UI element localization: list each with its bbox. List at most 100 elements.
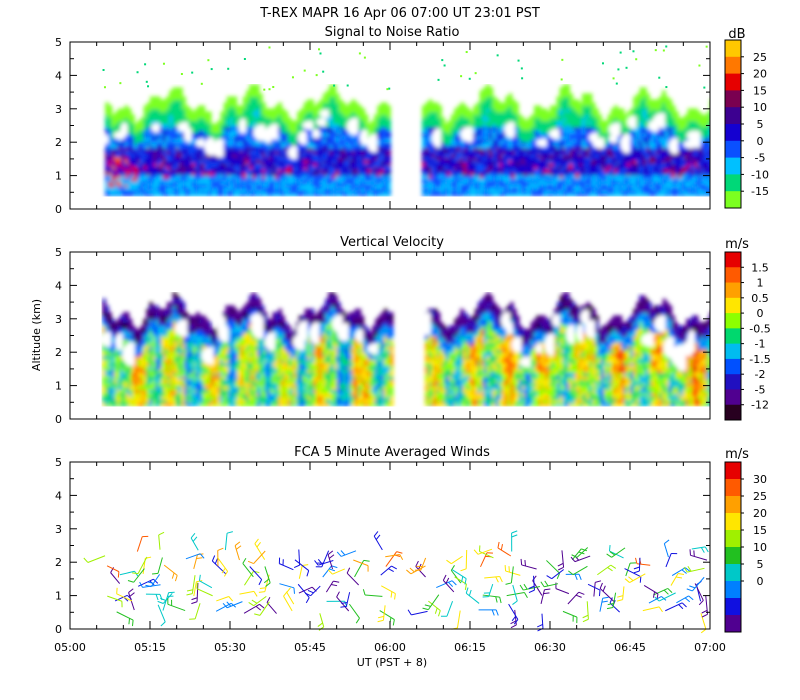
- snr-cell: [486, 156, 490, 161]
- snr-cell: [546, 153, 551, 158]
- snr-cell: [594, 114, 599, 119]
- snr-cell: [150, 171, 154, 176]
- snr-cell: [316, 114, 321, 119]
- snr-cell: [466, 165, 471, 170]
- snr-cell: [233, 165, 238, 170]
- snr-cell: [550, 174, 554, 179]
- snr-cell: [358, 168, 362, 173]
- snr-cell: [582, 111, 586, 116]
- snr-cell: [633, 132, 638, 137]
- snr-cell: [198, 183, 202, 188]
- snr-cell: [338, 141, 343, 146]
- snr-cell: [169, 159, 174, 164]
- snr-cell: [246, 135, 250, 140]
- snr-cell: [351, 99, 356, 104]
- snr-cell: [281, 192, 286, 197]
- snr-cell: [329, 102, 334, 107]
- snr-cell: [588, 123, 593, 128]
- snr-cell: [473, 192, 478, 197]
- snr-cell: [191, 150, 196, 155]
- snr-cell: [210, 168, 215, 173]
- snr-cell: [559, 171, 564, 176]
- snr-cell: [569, 189, 574, 194]
- snr-cell: [188, 186, 193, 191]
- snr-cell: [271, 192, 276, 197]
- snr-cell: [530, 177, 535, 182]
- snr-cell: [242, 168, 247, 173]
- snr-cell: [278, 159, 282, 164]
- snr-cell: [367, 168, 372, 173]
- snr-cell: [198, 168, 202, 173]
- snr-cell: [498, 129, 503, 134]
- snr-cell: [463, 186, 468, 191]
- snr-cell: [607, 159, 612, 164]
- snr-cell: [508, 102, 513, 107]
- snr-cell: [118, 147, 122, 152]
- snr-cell: [582, 117, 586, 122]
- snr-cell: [249, 105, 254, 110]
- snr-cell: [498, 174, 503, 179]
- snr-cell: [534, 111, 538, 116]
- snr-cell: [431, 174, 436, 179]
- snr-cell: [313, 189, 318, 194]
- snr-cell: [326, 150, 330, 155]
- snr-cell: [169, 111, 174, 116]
- snr-cell: [486, 102, 490, 107]
- snr-cell: [518, 144, 522, 149]
- snr-cell: [492, 135, 497, 140]
- snr-cell: [444, 186, 449, 191]
- snr-cell: [143, 114, 148, 119]
- snr-cell: [649, 165, 654, 170]
- snr-cell: [434, 108, 439, 113]
- snr-cell: [649, 117, 654, 122]
- snr-cell: [470, 192, 474, 197]
- snr-cell: [614, 144, 618, 149]
- snr-cell: [598, 159, 602, 164]
- snr-cell: [614, 156, 618, 161]
- snr-cell: [166, 180, 170, 185]
- snr-cell: [246, 189, 250, 194]
- snr-cell: [303, 159, 308, 164]
- snr-cell: [150, 111, 154, 116]
- snr-cell: [249, 171, 254, 176]
- snr-cell: [569, 129, 574, 134]
- snr-cell: [434, 111, 439, 116]
- snr-cell: [582, 162, 586, 167]
- snr-cell: [441, 120, 446, 125]
- snr-cell: [175, 120, 180, 125]
- snr-cell: [319, 177, 324, 182]
- snr-cell: [559, 165, 564, 170]
- snr-cell: [194, 156, 199, 161]
- snr-cell: [550, 159, 554, 164]
- snr-cell: [124, 141, 129, 146]
- snr-cell: [338, 159, 343, 164]
- snr-cell: [482, 183, 487, 188]
- snr-cell: [482, 174, 487, 179]
- snr-cell: [652, 156, 657, 161]
- snr-cell: [166, 165, 170, 170]
- snr-cell: [294, 165, 298, 170]
- snr-cell: [111, 123, 116, 128]
- snr-cell: [230, 132, 234, 137]
- snr-cell: [143, 183, 148, 188]
- snr-cell: [566, 168, 570, 173]
- snr-cell: [316, 183, 321, 188]
- snr-cell: [646, 162, 650, 167]
- snr-cell: [601, 132, 606, 137]
- snr-cell: [367, 129, 372, 134]
- snr-cell: [466, 147, 471, 152]
- snr-cell: [217, 129, 222, 134]
- snr-cell: [361, 111, 366, 116]
- snr-cell: [562, 153, 567, 158]
- snr-cell: [521, 168, 526, 173]
- snr-cell: [114, 129, 119, 134]
- snr-cell: [505, 171, 510, 176]
- snr-cell: [134, 171, 138, 176]
- snr-cell: [578, 183, 583, 188]
- snr-cell: [377, 186, 382, 191]
- snr-cell: [230, 99, 234, 104]
- snr-cell: [150, 117, 154, 122]
- snr-cell: [242, 153, 247, 158]
- snr-cell: [271, 117, 276, 122]
- snr-cell: [566, 183, 570, 188]
